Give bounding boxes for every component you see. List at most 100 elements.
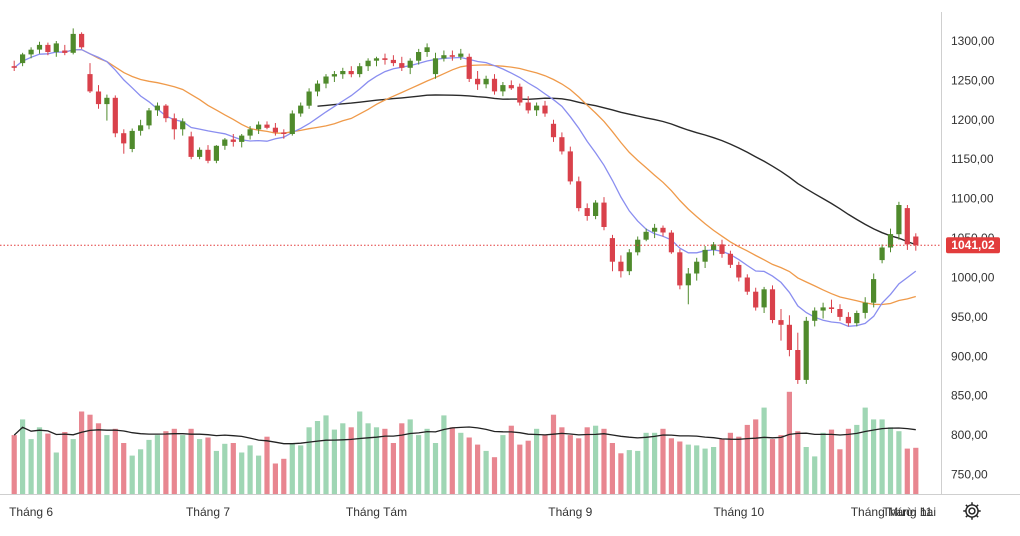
candle-body <box>871 279 877 303</box>
candle-body <box>896 205 902 235</box>
volume-bar <box>887 427 894 494</box>
candle-body <box>736 264 742 278</box>
candle <box>744 274 750 295</box>
volume-bar <box>205 437 211 494</box>
candle <box>357 63 363 78</box>
volume-bar <box>491 457 498 494</box>
candle-body <box>618 261 624 272</box>
candle <box>820 302 826 319</box>
settings-gear-icon[interactable] <box>961 500 983 522</box>
price-tick-label: 1200,00 <box>951 113 995 127</box>
volume-bar <box>820 432 826 494</box>
candle <box>559 132 565 155</box>
volume-bar <box>306 427 312 494</box>
volume-bar <box>727 432 733 494</box>
volume-bar <box>146 439 152 494</box>
volume-bar <box>70 439 76 494</box>
candle-body <box>500 85 506 92</box>
volume-bar <box>904 448 910 494</box>
volume-bar <box>441 415 447 494</box>
volume-bar <box>643 432 649 494</box>
volume-bar <box>87 414 93 494</box>
candle-body <box>382 58 388 60</box>
candle <box>222 138 228 150</box>
volume-bar <box>786 391 792 494</box>
candle <box>306 88 312 109</box>
candle-body <box>719 244 725 254</box>
candle <box>197 147 203 160</box>
candle <box>390 55 396 67</box>
candle <box>62 44 68 56</box>
candle <box>601 197 607 231</box>
candle <box>112 95 118 138</box>
candle <box>483 75 489 89</box>
volume-bar <box>862 407 868 494</box>
candle-body <box>795 350 801 380</box>
volume-bar <box>28 439 34 494</box>
candle-body <box>609 238 615 262</box>
candle <box>828 299 835 313</box>
volume-bar <box>424 428 430 494</box>
candle <box>576 176 582 212</box>
candle <box>652 223 658 239</box>
candle-body <box>601 202 607 227</box>
volume-bar <box>871 419 877 494</box>
fast-moving-average-line <box>13 48 917 327</box>
candle-body <box>685 273 691 286</box>
volume-bar <box>112 428 118 494</box>
candle <box>711 242 717 256</box>
volume-bar <box>20 419 26 494</box>
time-tick-label: Tháng Tám <box>346 505 407 519</box>
candle-body <box>862 302 868 313</box>
candle-body <box>458 53 464 57</box>
candle <box>104 94 110 121</box>
volume-bar <box>854 424 860 494</box>
candle-body <box>753 291 759 308</box>
candle-body <box>845 316 851 324</box>
volume-bar <box>508 425 514 494</box>
candle <box>154 102 160 116</box>
candle <box>424 43 430 57</box>
volume-bar <box>803 447 809 494</box>
candle-body <box>761 289 767 308</box>
candle-body <box>769 289 776 320</box>
volume-bars <box>11 391 919 494</box>
candle-body <box>306 91 312 106</box>
volume-bar <box>79 411 85 494</box>
candle-body <box>95 91 102 105</box>
candle-body <box>272 127 278 133</box>
volume-bar <box>593 425 599 494</box>
candle <box>845 312 851 327</box>
candle-body <box>483 78 489 85</box>
candle <box>593 200 599 220</box>
candle <box>188 131 194 160</box>
time-tick-label: Tháng 9 <box>548 505 592 519</box>
volume-bar <box>213 450 219 494</box>
candle-body <box>803 320 809 380</box>
volume-bar <box>677 441 683 494</box>
candle <box>896 201 902 240</box>
volume-bar <box>197 439 203 494</box>
price-tick-label: 1300,00 <box>951 34 995 48</box>
volume-bar <box>719 439 725 494</box>
candle-body <box>70 33 76 53</box>
candle <box>517 83 523 106</box>
volume-bar <box>239 452 245 494</box>
candle <box>550 119 557 142</box>
medium-moving-average-line <box>64 48 916 306</box>
volume-bar <box>247 445 253 494</box>
volume-bar <box>53 452 59 494</box>
candle <box>365 58 371 71</box>
time-tick-label: Tháng 10 <box>713 505 764 519</box>
candle <box>871 273 877 308</box>
volume-bar <box>525 440 531 494</box>
volume-bar <box>458 432 464 494</box>
candle <box>668 230 674 254</box>
volume-bar <box>222 443 228 494</box>
time-tick-label: Tháng 6 <box>9 505 53 519</box>
candle-body <box>424 47 430 52</box>
price-tick-label: 1150,00 <box>951 152 994 166</box>
volume-bar <box>314 421 321 494</box>
volume-bar <box>584 427 590 494</box>
candle <box>862 297 868 319</box>
